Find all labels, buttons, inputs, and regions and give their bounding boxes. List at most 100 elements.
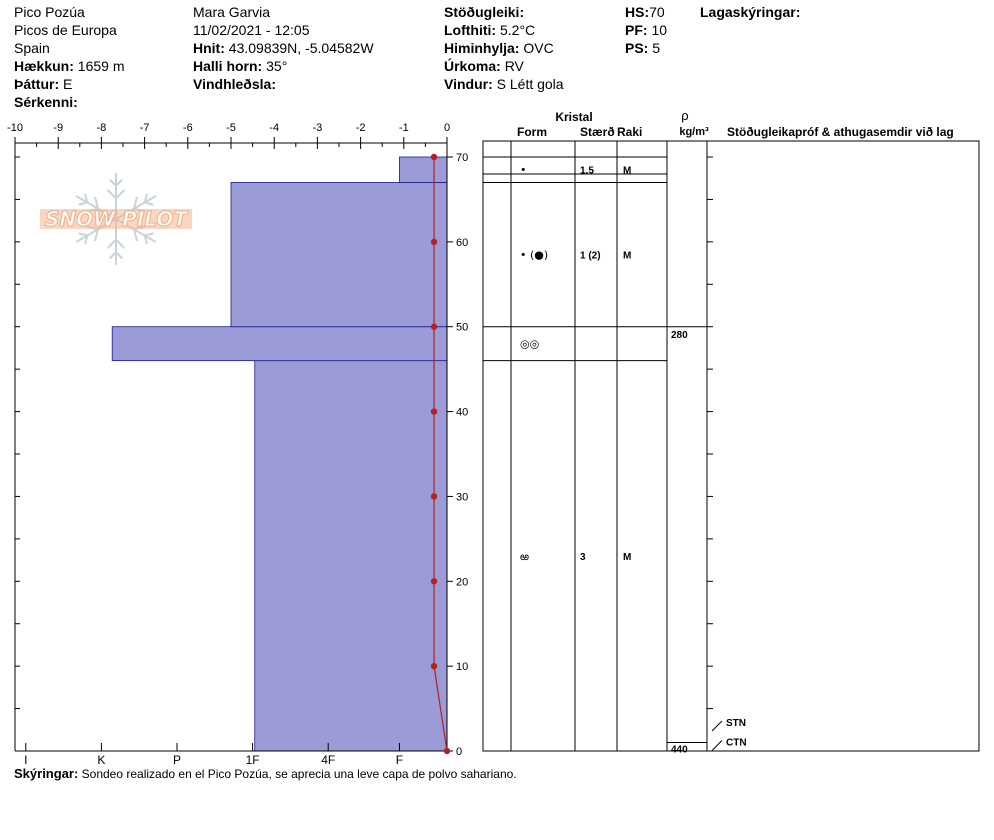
snowflake-branch bbox=[108, 251, 117, 260]
snowflake-branch bbox=[132, 196, 138, 209]
temperature-profile bbox=[430, 153, 451, 755]
test-marker-label: STN bbox=[726, 718, 746, 729]
header-col-depths: HS:70 PF: 10 PS: 5 bbox=[625, 3, 667, 57]
snow-profile-chart: SNOW PILOT -10 -9 -8 -7 -6 -5 -4 -3 -2 -1 00102030… bbox=[7, 108, 980, 767]
snowflake-branch bbox=[144, 201, 154, 206]
header-tests: Stöðugleikapróf & athugasemdir við lag bbox=[727, 125, 954, 139]
snowflake-branch bbox=[115, 189, 126, 200]
coords-row: Hnit: 43.09839N, -5.04582W bbox=[193, 39, 374, 57]
temperature-tick-label: 0 bbox=[444, 122, 450, 134]
specifics-label: Sérkenni: bbox=[14, 94, 78, 110]
temperature-point bbox=[430, 662, 438, 670]
crystal-moisture: M bbox=[623, 251, 631, 262]
logo-band bbox=[40, 209, 192, 229]
temperature-tick-label: -2 bbox=[356, 122, 366, 134]
header-col-notes: Lagaskýringar: bbox=[700, 3, 800, 21]
height-tick-label: 70 bbox=[456, 152, 468, 164]
sky-label: Himinhylja: bbox=[444, 40, 520, 56]
test-marker-label: CTN bbox=[726, 738, 747, 749]
coords-label: Hnit: bbox=[193, 40, 225, 56]
crystal-size: 3 bbox=[580, 552, 586, 563]
sky-row: Himinhylja: OVC bbox=[444, 39, 564, 57]
temperature-tick-label: -6 bbox=[183, 122, 193, 134]
height-tick-label: 60 bbox=[456, 237, 468, 249]
layer-notes-label: Lagaskýringar: bbox=[700, 4, 801, 20]
precip-value: RV bbox=[504, 58, 524, 74]
temperature-tick-label: -3 bbox=[313, 122, 323, 134]
hardness-tick-label: P bbox=[173, 753, 181, 767]
wind-loading-label: Vindhleðsla: bbox=[193, 76, 276, 92]
snowflake-branch bbox=[143, 235, 148, 245]
temperature-point bbox=[443, 747, 451, 755]
snowflake-branch bbox=[132, 229, 138, 242]
snowflake-branch bbox=[78, 201, 88, 206]
temperature-tick-label: -7 bbox=[140, 122, 150, 134]
snowflake-branch bbox=[115, 251, 124, 260]
snowflake-branch bbox=[106, 189, 117, 200]
wind-value: S Létt gola bbox=[496, 76, 564, 92]
slope-value: 35° bbox=[266, 58, 288, 74]
elevation-row: Hækkun: 1659 m bbox=[14, 57, 125, 75]
stability-row: Stöðugleiki: bbox=[444, 3, 564, 21]
elevation-value: 1659 m bbox=[77, 58, 125, 74]
temperature-point bbox=[430, 578, 438, 585]
snowflake-branch bbox=[108, 178, 117, 187]
snowflake-branch bbox=[94, 196, 100, 209]
air-temp-row: Lofthiti: 5.2°C bbox=[444, 21, 564, 39]
hs-row: HS:70 bbox=[625, 3, 667, 21]
header-col-weather: Stöðugleiki: Lofthiti: 5.2°C Himinhylja:… bbox=[444, 3, 564, 93]
air-temp-label: Lofthiti: bbox=[444, 22, 497, 38]
pf-row: PF: 10 bbox=[625, 21, 667, 39]
hs-value: 70 bbox=[649, 4, 665, 20]
hardness-tick-label: I bbox=[24, 753, 27, 767]
observer-name: Mara Garvia bbox=[193, 4, 271, 20]
slope-label: Halli horn: bbox=[193, 58, 263, 74]
logo-text: SNOW PILOT bbox=[45, 207, 188, 231]
footer-label: Skýringar: bbox=[14, 766, 79, 781]
air-temp-value: 5.2°C bbox=[499, 22, 536, 38]
hardness-tick-label: 4F bbox=[321, 753, 335, 767]
header-rho-unit: kg/m³ bbox=[679, 126, 709, 138]
snowflake-branch bbox=[78, 232, 88, 237]
pf-value: 10 bbox=[651, 22, 668, 38]
snowflake-branch bbox=[84, 235, 89, 245]
snowflake-branch bbox=[115, 178, 124, 187]
temperature-line bbox=[433, 157, 448, 752]
layer-table: Kristal Form Stærð Raki ρ kg/m³ Stöðugleikapró… bbox=[482, 108, 980, 755]
temperature-point bbox=[430, 493, 438, 500]
wind-row: Vindur: S Létt gola bbox=[444, 75, 564, 93]
height-tick-label: 20 bbox=[456, 576, 468, 588]
mountain-range: Picos de Europa bbox=[14, 22, 117, 38]
wind-loading-row: Vindhleðsla: bbox=[193, 75, 374, 93]
observation-datetime: 11/02/2021 - 12:05 bbox=[193, 22, 310, 38]
specifics-row: Sérkenni: bbox=[14, 93, 125, 111]
temperature-point bbox=[430, 408, 438, 415]
footer-text: Sondeo realizado en el Pico Pozúa, se ap… bbox=[81, 767, 517, 781]
header-col-location: Pico Pozúa Picos de Europa Spain Hækkun:… bbox=[14, 3, 125, 111]
crystal-size: 1.5 bbox=[580, 166, 594, 177]
ps-value: 5 bbox=[652, 40, 661, 56]
density-value: 280 bbox=[671, 330, 688, 341]
hardness-layer-bar bbox=[230, 182, 448, 328]
header-moisture: Raki bbox=[617, 125, 642, 139]
height-tick-label: 10 bbox=[456, 661, 468, 673]
snowpilot-logo: SNOW PILOT bbox=[40, 173, 192, 265]
wind-label: Vindur: bbox=[444, 76, 493, 92]
test-marker-arrow bbox=[711, 720, 723, 732]
footer-notes: Skýringar: Sondeo realizado en el Pico P… bbox=[14, 766, 517, 781]
snowflake-branch bbox=[115, 238, 126, 249]
stability-label: Stöðugleiki: bbox=[444, 4, 525, 20]
header-crystal: Kristal bbox=[555, 110, 592, 124]
coords-value: 43.09839N, -5.04582W bbox=[228, 40, 374, 56]
temperature-tick-label: -8 bbox=[97, 122, 107, 134]
hardness-tick-label: K bbox=[97, 753, 105, 767]
location-name: Pico Pozúa bbox=[14, 4, 85, 20]
snowflake-branch bbox=[84, 193, 89, 203]
crystal-form: • bbox=[520, 164, 527, 177]
elevation-label: Hækkun: bbox=[14, 58, 74, 74]
density-value: 440 bbox=[671, 744, 688, 755]
temperature-tick-label: -10 bbox=[7, 122, 23, 134]
precip-label: Úrkoma: bbox=[444, 58, 501, 74]
hardness-layer-bar bbox=[111, 326, 448, 362]
hardness-tick-label: 1F bbox=[246, 753, 260, 767]
